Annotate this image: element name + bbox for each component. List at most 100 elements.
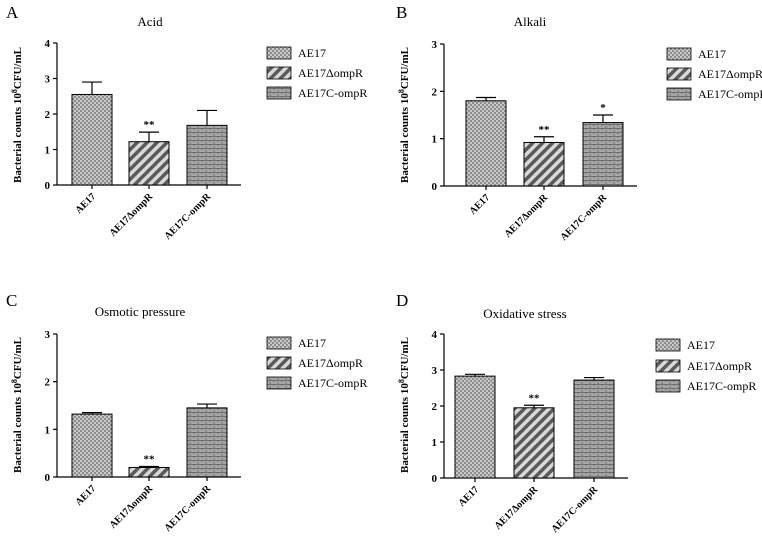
panel-letter: C bbox=[6, 291, 17, 310]
y-tick-label: 0 bbox=[45, 472, 51, 484]
x-tick-label: AE17 bbox=[73, 191, 98, 216]
legend-swatch bbox=[266, 46, 292, 60]
y-tick-label: 1 bbox=[45, 424, 51, 436]
legend-item-ae17-delta-ompr: AE17ΔompR bbox=[666, 67, 762, 81]
y-tick-label: 2 bbox=[45, 109, 51, 121]
legend-label: AE17C-ompR bbox=[298, 376, 367, 390]
bar-ae17 bbox=[454, 375, 496, 479]
bar-ae17c-ompr bbox=[186, 407, 228, 478]
bar-ae17c-ompr bbox=[582, 122, 624, 187]
legend-item-ae17-delta-ompr: AE17ΔompR bbox=[266, 356, 363, 370]
y-axis-label-base: Bacterial counts 10 bbox=[399, 383, 411, 473]
significance-marker: * bbox=[600, 102, 606, 114]
y-tick-label: 2 bbox=[432, 401, 438, 413]
x-tick-label: AE17 bbox=[73, 483, 98, 508]
chart-title: Alkali bbox=[514, 14, 547, 29]
y-tick-label: 1 bbox=[45, 145, 51, 157]
x-tick-label: AE17ΔompR bbox=[503, 192, 551, 240]
significance-marker: ** bbox=[144, 454, 156, 466]
x-tick-label: AE17 bbox=[456, 484, 481, 509]
legend-label: AE17 bbox=[698, 47, 726, 61]
panel-a: A Acid Bacterial counts 108CFU/mL 0 1 2 3 4 A… bbox=[6, 3, 367, 242]
legend-label: AE17 bbox=[298, 46, 326, 60]
y-axis-label-sup: 8 bbox=[10, 379, 19, 383]
legend: AE17 AE17ΔompR AE17C-ompR bbox=[666, 47, 762, 101]
legend: AE17 AE17ΔompR AE17C-ompR bbox=[655, 338, 756, 393]
legend-item-ae17c-ompr: AE17C-ompR bbox=[655, 379, 756, 393]
bar-ae17c-ompr bbox=[573, 379, 615, 479]
y-tick-label: 3 bbox=[45, 74, 51, 86]
bar-ae17c-ompr bbox=[186, 124, 228, 186]
y-axis-label: Bacterial counts 108CFU/mL bbox=[10, 47, 24, 183]
y-axis-label-tail: CFU/mL bbox=[399, 47, 411, 89]
plot-area: 0 1 2 3 AE17 ** AE17ΔompR AE17C-ompR bbox=[45, 329, 241, 534]
y-axis-label-base: Bacterial counts 10 bbox=[399, 93, 411, 183]
bar-ae17-delta-ompr bbox=[128, 141, 170, 186]
x-tick-label: AE17ΔompR bbox=[108, 483, 156, 531]
legend-label: AE17C-ompR bbox=[687, 379, 756, 393]
plot-area: 0 1 2 3 4 AE17 ** AE17ΔompR AE17C-ompR bbox=[45, 38, 241, 242]
bar-ae17-delta-ompr bbox=[128, 466, 170, 478]
y-axis-label: Bacterial counts 108CFU/mL bbox=[10, 337, 24, 473]
legend-label: AE17ΔompR bbox=[687, 359, 752, 373]
legend-label: AE17C-ompR bbox=[698, 87, 762, 101]
legend-item-ae17c-ompr: AE17C-ompR bbox=[266, 86, 367, 100]
bar-ae17 bbox=[71, 413, 113, 478]
legend-swatch bbox=[666, 47, 692, 61]
x-tick-label: AE17ΔompR bbox=[493, 484, 541, 532]
chart-title: Acid bbox=[137, 14, 163, 29]
y-axis-label-base: Bacterial counts 10 bbox=[12, 93, 24, 183]
legend: AE17 AE17ΔompR AE17C-ompR bbox=[266, 46, 367, 100]
y-tick-label: 4 bbox=[432, 329, 438, 341]
plot-area: 0 1 2 3 4 AE17 ** AE17ΔompR AE17C-ompR bbox=[432, 329, 628, 535]
x-tick-label: AE17C-ompR bbox=[559, 192, 610, 243]
legend-swatch bbox=[655, 379, 681, 393]
legend-item-ae17: AE17 bbox=[655, 338, 715, 352]
plot-area: 0 1 2 3 AE17 ** AE17ΔompR * AE17C-ompR bbox=[432, 39, 637, 243]
y-axis-label-sup: 8 bbox=[10, 89, 19, 93]
legend-item-ae17c-ompr: AE17C-ompR bbox=[666, 87, 762, 101]
legend-item-ae17: AE17 bbox=[266, 336, 326, 350]
legend-item-ae17: AE17 bbox=[666, 47, 726, 61]
y-tick-label: 1 bbox=[432, 437, 438, 449]
legend-swatch bbox=[266, 336, 292, 350]
legend-item-ae17: AE17 bbox=[266, 46, 326, 60]
legend-swatch bbox=[266, 86, 292, 100]
y-tick-label: 2 bbox=[45, 377, 51, 389]
legend-swatch bbox=[666, 67, 692, 81]
y-axis-label-base: Bacterial counts 10 bbox=[12, 383, 24, 473]
legend-label: AE17ΔompR bbox=[698, 67, 762, 81]
legend-swatch bbox=[655, 338, 681, 352]
bar-ae17 bbox=[71, 93, 113, 186]
y-axis-label: Bacterial counts 108CFU/mL bbox=[397, 47, 411, 183]
panel-c: C Osmotic pressure Bacterial counts 108C… bbox=[6, 291, 367, 534]
y-axis-label: Bacterial counts 108CFU/mL bbox=[397, 337, 411, 473]
y-tick-label: 0 bbox=[432, 181, 438, 193]
y-tick-label: 4 bbox=[45, 38, 51, 50]
panel-b: B Alkali Bacterial counts 108CFU/mL 0 1 2 3… bbox=[396, 3, 762, 243]
y-tick-label: 0 bbox=[45, 180, 51, 192]
legend-item-ae17c-ompr: AE17C-ompR bbox=[266, 376, 367, 390]
significance-marker: ** bbox=[144, 119, 156, 131]
y-axis-label-sup: 8 bbox=[397, 379, 406, 383]
x-tick-label: AE17ΔompR bbox=[108, 191, 156, 239]
x-tick-label: AE17C-ompR bbox=[163, 483, 214, 534]
bar-ae17-delta-ompr bbox=[513, 407, 555, 479]
y-tick-label: 3 bbox=[432, 39, 438, 51]
legend-swatch bbox=[266, 376, 292, 390]
y-tick-label: 3 bbox=[432, 365, 438, 377]
bar-ae17 bbox=[465, 100, 507, 187]
y-tick-label: 1 bbox=[432, 134, 438, 146]
y-tick-label: 3 bbox=[45, 329, 51, 341]
y-axis-label-sup: 8 bbox=[397, 89, 406, 93]
y-tick-label: 2 bbox=[432, 86, 438, 98]
x-tick-label: AE17 bbox=[467, 192, 492, 217]
legend-label: AE17ΔompR bbox=[298, 66, 363, 80]
significance-marker: ** bbox=[539, 124, 551, 136]
legend-swatch bbox=[666, 87, 692, 101]
legend-swatch bbox=[266, 356, 292, 370]
significance-marker: ** bbox=[529, 392, 541, 404]
panel-d: D Oxidative stress Bacterial counts 108C… bbox=[396, 291, 756, 535]
